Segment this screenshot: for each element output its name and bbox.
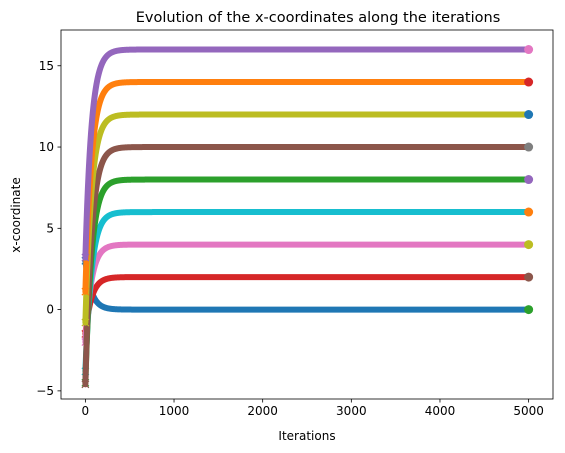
chart-title: Evolution of the x-coordinates along the… [136,10,501,26]
final-point [524,77,534,87]
data-point [84,194,91,200]
x-axis-label: Iterations [278,429,335,443]
y-tick-label: −5 [36,384,54,398]
data-point [83,344,90,350]
series-7 [81,77,534,296]
x-tick-label: 3000 [336,404,367,418]
series-0 [81,256,534,315]
series-line [82,274,532,337]
final-point [524,305,534,315]
series-line [82,79,532,295]
data-point [83,277,89,283]
data-point [84,333,90,339]
series-8 [81,45,534,262]
data-point [83,368,89,374]
series-3 [81,207,534,376]
data-point [83,308,89,314]
final-point [524,272,534,282]
x-tick-label: 5000 [513,404,544,418]
x-tick-label: 0 [82,404,90,418]
data-point [83,222,90,228]
series-6 [81,110,534,327]
data-point [89,121,95,127]
data-point [83,232,89,238]
series-line [82,111,532,326]
data-point [104,244,110,250]
data-point [104,305,110,311]
y-tick-label: 0 [46,303,54,317]
data-point [83,297,89,303]
axis-ticks: 0 1000 2000 3000 4000 5000 −5 0 5 10 15 [36,59,544,418]
final-point [524,110,534,120]
series-2 [81,240,534,347]
data-point [87,151,93,157]
series-line [82,209,532,375]
data-point [86,157,92,164]
data-point [88,135,94,141]
series-line [82,257,532,313]
data-point [104,85,110,91]
data-point [86,164,92,170]
plot-frame [60,29,554,400]
series-line [82,241,532,346]
data-point [104,117,110,124]
final-point [524,45,534,55]
data-point [85,178,91,184]
data-point [104,151,110,157]
data-point [85,186,91,192]
series-4 [81,175,534,387]
series-1 [81,272,534,338]
final-point [524,175,534,185]
y-tick-label: 5 [46,221,54,235]
data-point [84,212,90,218]
final-point [524,207,534,217]
x-tick-label: 2000 [247,404,278,418]
final-point [524,142,534,152]
data-point [85,171,92,177]
data-point [104,182,110,189]
data-point [104,214,110,220]
data-point [83,356,89,362]
data-point [104,52,110,59]
data-point [87,140,93,146]
data-point [83,243,89,249]
y-tick-label: 10 [39,140,54,154]
data-point [87,145,93,152]
plot-area [81,45,534,389]
y-axis-label: x-coordinate [9,177,23,252]
data-point [82,289,88,295]
data-point [84,203,90,209]
series-line [82,46,532,261]
y-tick-label: 15 [39,59,54,73]
data-point [89,117,95,123]
series-line [82,144,532,388]
data-point [82,320,88,326]
data-point [88,125,95,131]
series-line [82,176,532,386]
final-point [524,240,534,250]
x-tick-label: 4000 [425,404,456,418]
data-point [83,266,89,272]
data-point [82,381,88,387]
data-point [104,276,110,282]
data-point [82,254,88,261]
data-point [88,130,94,136]
x-tick-label: 1000 [159,404,190,418]
